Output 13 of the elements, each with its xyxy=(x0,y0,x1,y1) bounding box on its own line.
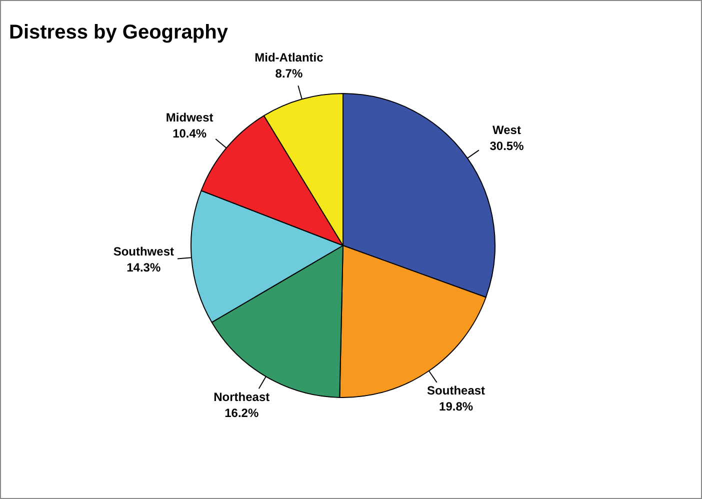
slice-label: Mid-Atlantic xyxy=(254,50,324,65)
data-label: 16.2% xyxy=(224,406,259,420)
data-label: 19.8% xyxy=(439,399,474,414)
slice-label: West xyxy=(492,123,521,138)
data-label: 10.4% xyxy=(172,126,207,140)
slice-label: Midwest xyxy=(166,110,214,124)
data-label: 14.3% xyxy=(126,260,161,275)
slice-label: Northeast xyxy=(214,390,270,404)
data-label: 8.7% xyxy=(275,66,303,81)
slice-label: Southeast xyxy=(427,383,486,398)
chart-title: Distress by Geography xyxy=(9,22,229,44)
data-label: 30.5% xyxy=(490,139,524,154)
slice-label: Southwest xyxy=(113,244,174,259)
